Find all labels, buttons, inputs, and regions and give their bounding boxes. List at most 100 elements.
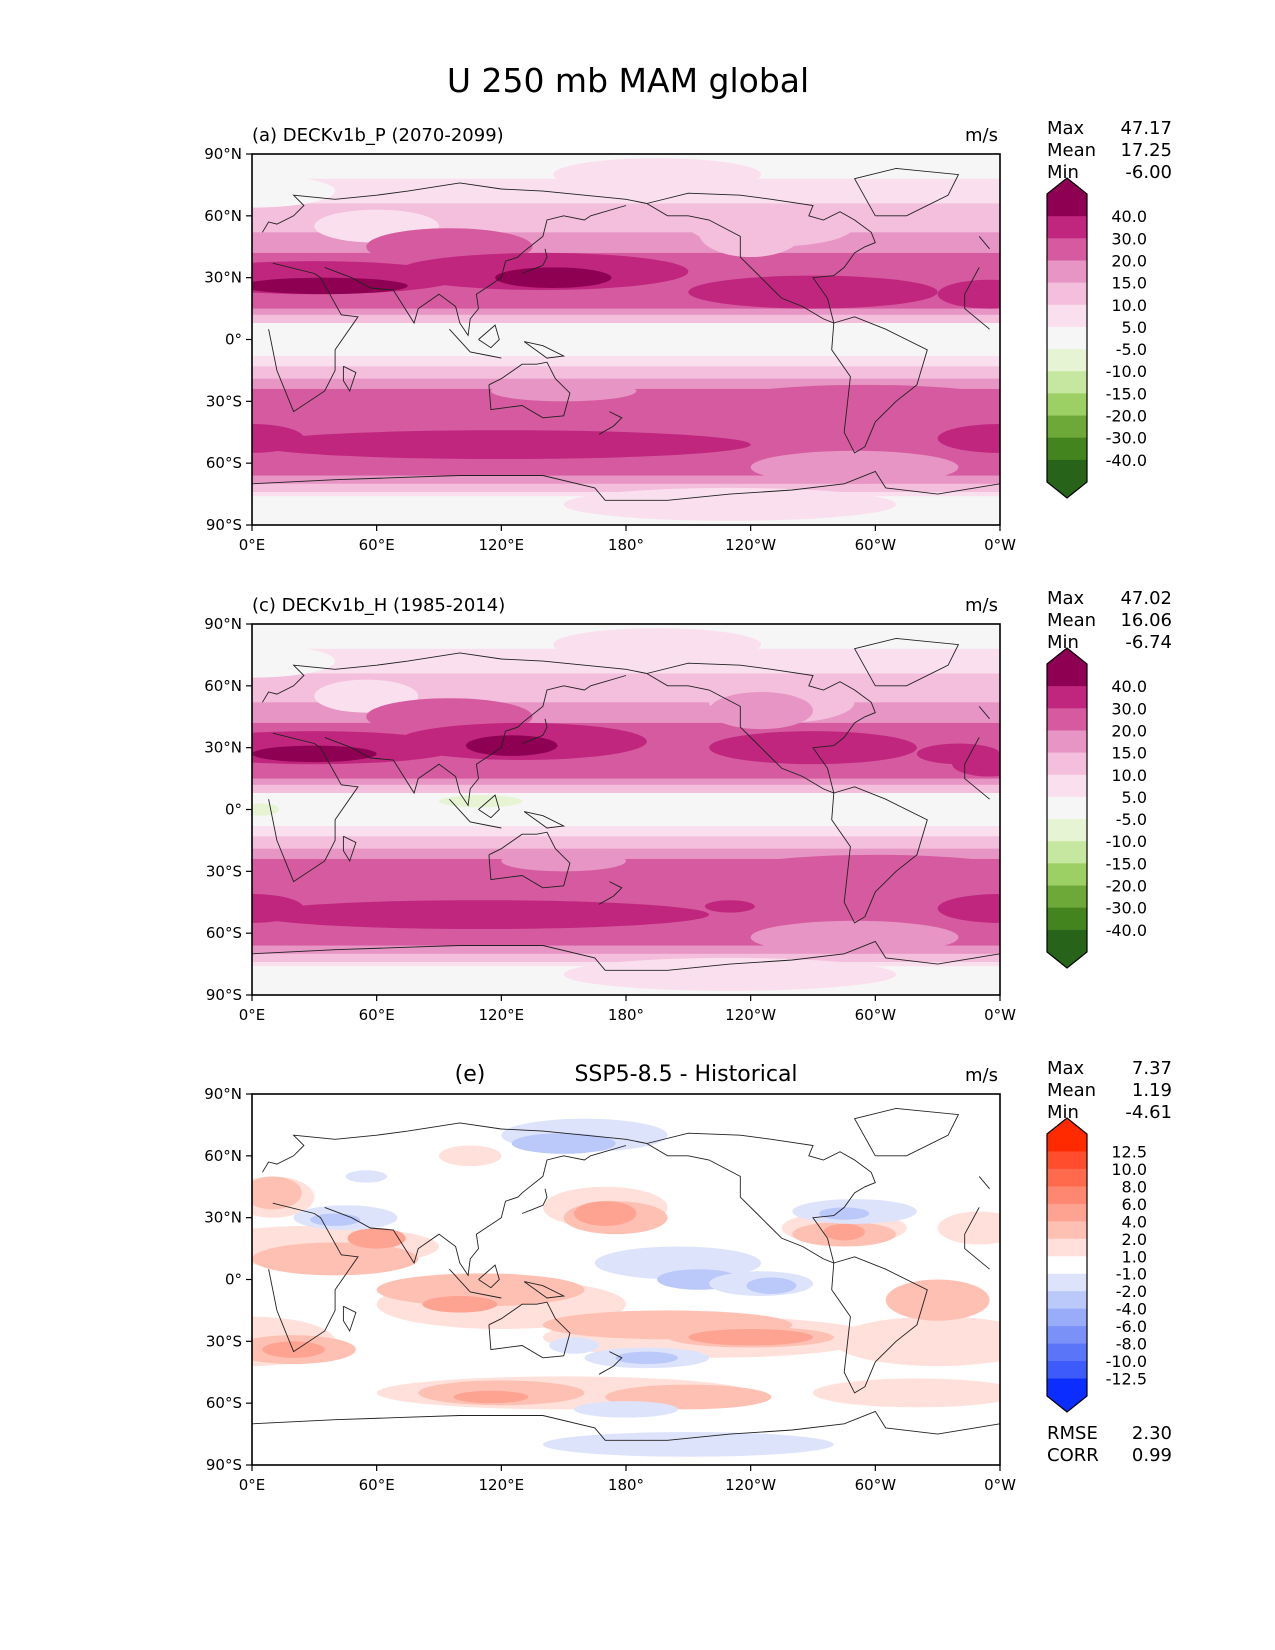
colorbar-swatch (1047, 1361, 1087, 1380)
colorbar: 40.0 30.0 20.0 15.0 10.0 5.0 -5.0 -10.0 -15.0 -20… (1046, 647, 1147, 969)
coastline (268, 262, 990, 413)
panel-title: (c) DECKv1b_H (1985-2014) (252, 595, 505, 616)
contour-region (553, 158, 762, 192)
colorbar-swatch (1047, 708, 1087, 731)
colorbar-swatch (1047, 282, 1087, 306)
coastline (523, 341, 566, 359)
contour-region (422, 1295, 498, 1313)
colorbar-tick-label: 4.0 (1122, 1212, 1147, 1231)
x-tick-label: 120°W (725, 1006, 776, 1024)
stat-label-max: Max (1047, 118, 1085, 139)
stat-label-corr: CORR (1047, 1445, 1099, 1466)
coastline (478, 1264, 500, 1289)
colorbar-swatch (1047, 194, 1087, 217)
coastline (598, 881, 623, 905)
colorbar-tick-label: 20.0 (1111, 251, 1147, 270)
contour-region (937, 894, 1000, 923)
stat-value-max: 7.37 (1132, 1058, 1172, 1079)
y-tick-label: 30°S (206, 392, 242, 410)
colorbar-swatch (1047, 1326, 1087, 1345)
x-tick-label: 0°E (239, 536, 266, 554)
colorbar-tick-label: -15.0 (1106, 384, 1147, 403)
colorbar-tick-label: -30.0 (1106, 899, 1147, 918)
y-tick-label: 30°N (204, 269, 242, 287)
colorbar-tick-label: -12.5 (1106, 1370, 1147, 1389)
y-tick-label: 30°S (206, 862, 242, 880)
coastline (252, 940, 1000, 971)
colorbar-swatch (1047, 1273, 1087, 1292)
coastline (268, 732, 990, 883)
x-tick-label: 0°W (984, 1476, 1016, 1494)
colorbar-outline (1046, 647, 1088, 969)
colorbar-tick-label: -5.0 (1116, 340, 1147, 359)
contour-region (501, 850, 626, 872)
stat-value-min: -4.61 (1125, 1102, 1172, 1123)
colorbar: 40.0 30.0 20.0 15.0 10.0 5.0 -5.0 -10.0 -15.0 -20… (1046, 177, 1147, 499)
colorbar-swatch (1047, 437, 1087, 461)
colorbar-swatch (1047, 1378, 1087, 1412)
colorbar-tick-label: 1.0 (1122, 1247, 1147, 1266)
colorbar-swatch (1047, 1256, 1087, 1275)
contour-region (823, 1223, 865, 1241)
colorbar-swatch (1047, 863, 1087, 887)
colorbar-tick-label: 30.0 (1111, 699, 1147, 718)
contour-region (952, 751, 1000, 777)
y-tick-label: 30°N (204, 1209, 242, 1227)
coastline (449, 328, 502, 359)
stat-label-max: Max (1047, 1058, 1085, 1079)
colorbar-tick-label: -40.0 (1106, 921, 1147, 940)
contour-region (345, 1170, 388, 1183)
stat-value-max: 47.17 (1120, 118, 1172, 139)
stat-label-min: Min (1047, 1102, 1079, 1123)
stat-label-mean: Mean (1047, 1080, 1096, 1101)
contour-region (750, 450, 959, 484)
y-tick-label: 60°N (204, 677, 242, 695)
coastline (831, 316, 928, 454)
colorbar-swatch (1047, 907, 1087, 931)
coastline (488, 1301, 571, 1359)
units-label: m/s (965, 1065, 998, 1086)
colorbar-swatch (1047, 459, 1087, 498)
coastline (324, 205, 627, 337)
contour-region (688, 1328, 814, 1346)
colorbar-swatch (1047, 819, 1087, 842)
colorbar-tick-label: 5.0 (1122, 788, 1147, 807)
x-tick-label: 0°E (239, 1006, 266, 1024)
contour-region (698, 207, 803, 258)
contour-region (750, 920, 959, 954)
colorbar-tick-label: -4.0 (1116, 1300, 1147, 1319)
colorbar-tick-label: 10.0 (1111, 1160, 1147, 1179)
y-tick-label: 60°N (204, 1147, 242, 1165)
coastline (853, 1107, 960, 1157)
stat-value-min: -6.00 (1125, 162, 1172, 183)
coastline (324, 675, 627, 807)
contour-region (746, 1277, 797, 1294)
contour-region (511, 1133, 616, 1154)
contour-region (252, 803, 280, 816)
colorbar-swatch (1047, 1168, 1087, 1187)
contour-region (347, 1227, 406, 1249)
colorbar-tick-label: 8.0 (1122, 1177, 1147, 1196)
contour-region (709, 692, 813, 730)
contour-region (813, 1378, 1000, 1408)
colorbar-extend-top (1047, 1118, 1087, 1134)
contour-region (439, 1145, 502, 1167)
colorbar-swatch (1047, 1134, 1087, 1152)
y-tick-label: 60°N (204, 207, 242, 225)
y-tick-label: 90°N (204, 1085, 242, 1103)
panel-title: (a) DECKv1b_P (2070-2099) (252, 125, 504, 146)
x-tick-label: 120°E (479, 536, 525, 554)
contour-region (563, 487, 897, 521)
contour-region (729, 854, 1000, 888)
map-panel-c: 0°E 60°E 120°E 180° 120°W 60°W 0°W 90°N 60°N 30°N… (204, 588, 1172, 1024)
contour-region (719, 384, 1000, 418)
contour-region (688, 275, 938, 309)
contour-region (252, 1242, 419, 1276)
contour-region (937, 424, 1000, 453)
y-tick-label: 0° (225, 1271, 242, 1289)
coastline (521, 1188, 548, 1214)
x-tick-label: 60°W (855, 1006, 897, 1024)
coastline (262, 1122, 990, 1190)
coastline (268, 1202, 990, 1353)
panel-title: SSP5-8.5 - Historical (574, 1062, 797, 1087)
